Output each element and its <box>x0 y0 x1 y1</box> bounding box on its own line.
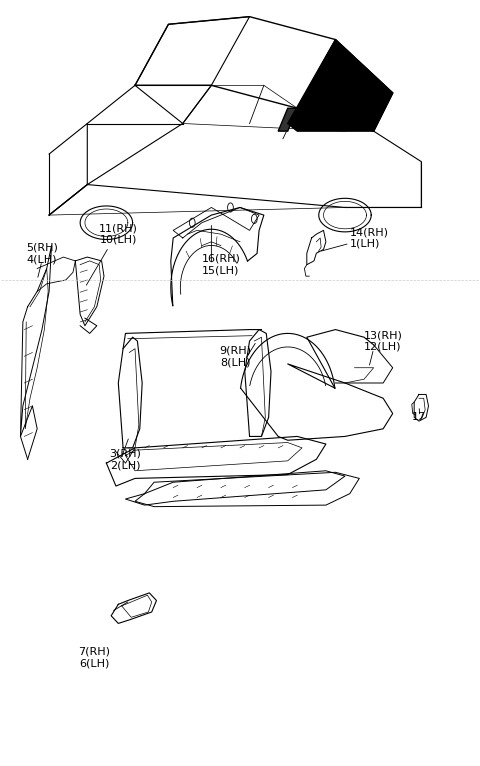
Polygon shape <box>278 108 297 131</box>
Text: 9(RH)
8(LH): 9(RH) 8(LH) <box>219 345 251 367</box>
Text: 13(RH)
12(LH): 13(RH) 12(LH) <box>364 330 403 352</box>
Text: 14(RH)
1(LH): 14(RH) 1(LH) <box>350 228 389 249</box>
Text: 7(RH)
6(LH): 7(RH) 6(LH) <box>78 647 110 669</box>
Polygon shape <box>288 40 393 131</box>
Text: 16(RH)
15(LH): 16(RH) 15(LH) <box>202 254 240 276</box>
Text: 3(RH)
2(LH): 3(RH) 2(LH) <box>109 449 142 470</box>
Text: 17: 17 <box>412 412 426 422</box>
Text: 11(RH)
10(LH): 11(RH) 10(LH) <box>99 224 138 245</box>
Text: 5(RH)
4(LH): 5(RH) 4(LH) <box>26 243 58 264</box>
